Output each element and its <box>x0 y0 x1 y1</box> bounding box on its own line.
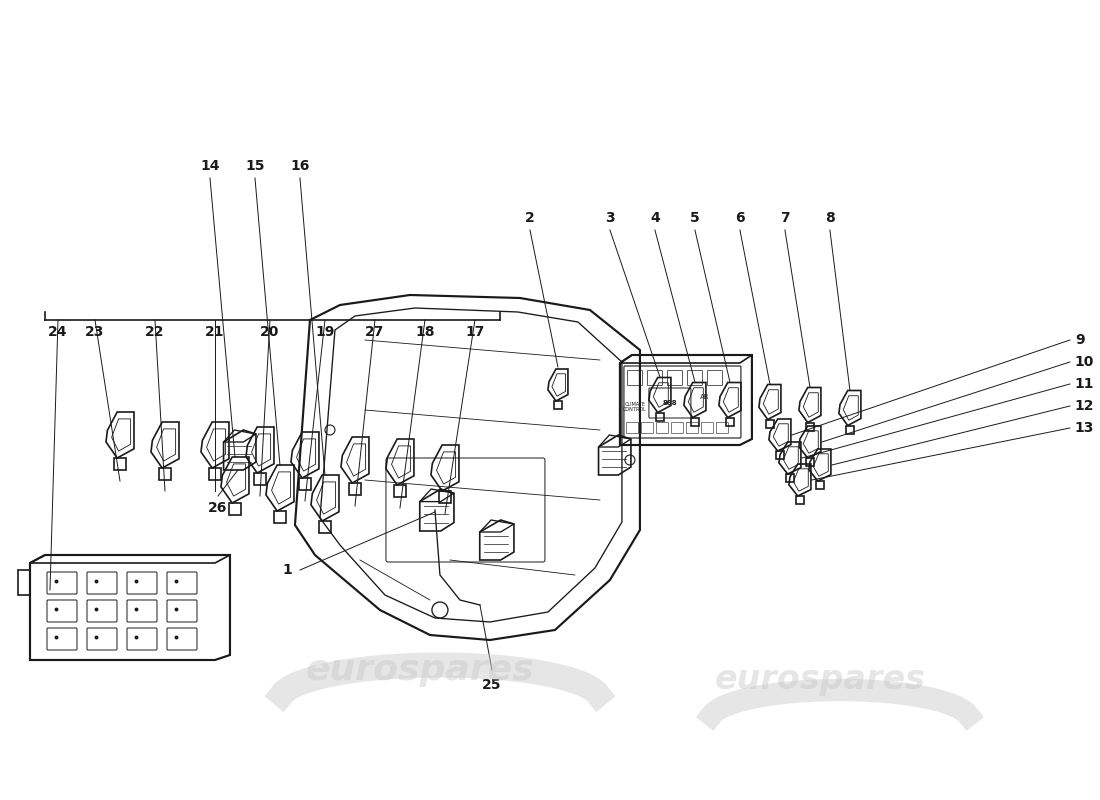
Text: 22: 22 <box>145 325 165 339</box>
Text: 27: 27 <box>365 325 385 339</box>
Text: 26: 26 <box>208 501 228 515</box>
Text: 16: 16 <box>290 159 310 173</box>
Text: 13: 13 <box>1075 421 1094 435</box>
Text: 25: 25 <box>482 678 502 692</box>
Text: 15: 15 <box>245 159 265 173</box>
Text: 17: 17 <box>465 325 485 339</box>
Text: 24: 24 <box>48 325 68 339</box>
Text: 2: 2 <box>525 211 535 225</box>
Text: CLIMATE
CONTROL: CLIMATE CONTROL <box>623 402 647 412</box>
Text: 23: 23 <box>86 325 104 339</box>
Text: 1: 1 <box>283 563 292 577</box>
Text: 5: 5 <box>690 211 700 225</box>
Text: 10: 10 <box>1075 355 1094 369</box>
Text: eurospares: eurospares <box>306 653 535 687</box>
Text: 14: 14 <box>200 159 220 173</box>
Text: 11: 11 <box>1075 377 1094 391</box>
Text: 18: 18 <box>415 325 434 339</box>
Text: 9: 9 <box>1075 333 1085 347</box>
Text: 19: 19 <box>316 325 334 339</box>
Text: AR: AR <box>701 394 710 400</box>
Text: 7: 7 <box>780 211 790 225</box>
Text: 8: 8 <box>825 211 835 225</box>
Text: eurospares: eurospares <box>714 663 925 697</box>
Text: 3: 3 <box>605 211 615 225</box>
Text: 6: 6 <box>735 211 745 225</box>
Text: 20: 20 <box>261 325 279 339</box>
Text: 888: 888 <box>662 400 678 406</box>
Text: 21: 21 <box>206 325 224 339</box>
Text: 12: 12 <box>1075 399 1094 413</box>
Text: 4: 4 <box>650 211 660 225</box>
